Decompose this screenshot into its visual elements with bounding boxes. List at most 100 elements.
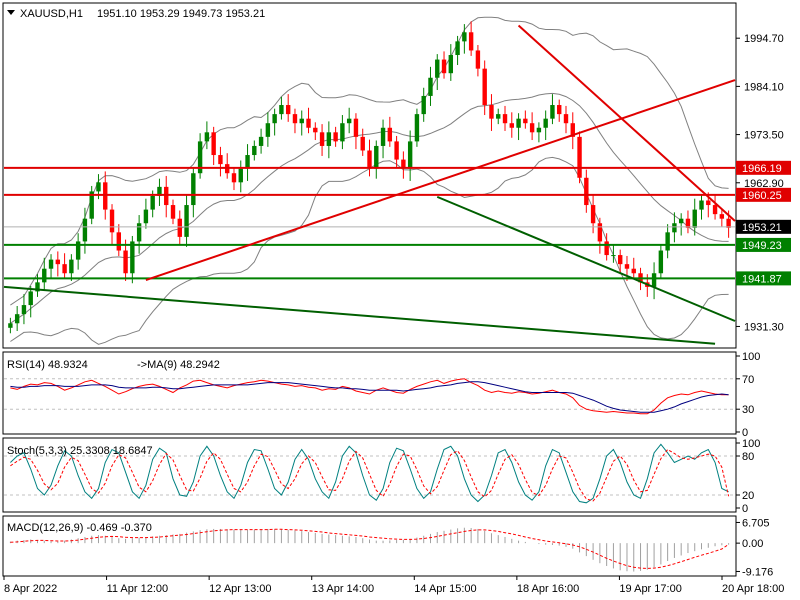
rsi-plot	[4, 378, 735, 415]
price-level-tag-label: 1960.25	[742, 190, 782, 202]
price-axis-tick-label: 1984.10	[744, 81, 784, 93]
candle-bullish	[14, 314, 20, 324]
price-axis: 1994.70 1984.10 1973.50 1962.90 1931.30 1966.…	[736, 33, 791, 333]
candle-bullish	[191, 173, 196, 206]
candle-bullish	[28, 291, 33, 306]
collapse-arrow-icon[interactable]	[7, 10, 15, 15]
current-price-tag-label: 1953.21	[742, 222, 782, 234]
candle-bearish	[360, 136, 365, 151]
candle-bullish	[536, 127, 542, 133]
candle-bearish	[441, 59, 447, 74]
candle-bearish	[62, 264, 67, 274]
candle-bullish	[421, 95, 426, 115]
candle-bearish	[109, 209, 115, 233]
candle-bearish	[584, 177, 589, 206]
candle-bullish	[184, 205, 189, 237]
price-axis-tick-label: 1931.30	[744, 321, 784, 333]
candle-bullish	[265, 123, 271, 137]
candle-bearish	[726, 218, 731, 228]
rsi-axis-tick-label: 30	[742, 404, 754, 416]
trendline-red-rising	[145, 79, 736, 282]
candle-bullish	[428, 77, 433, 96]
candle-bullish	[340, 123, 345, 142]
candle-bearish	[482, 68, 487, 106]
candle-bullish	[678, 218, 684, 224]
candle-bearish	[401, 159, 406, 169]
candle-bullish	[299, 118, 304, 124]
macd-axis-tick-label: -9.176	[742, 566, 773, 578]
candle-bearish	[502, 114, 508, 124]
candle-bullish	[346, 118, 352, 124]
candle-bearish	[468, 32, 474, 51]
stoch-axis-tick-label: 20	[742, 490, 754, 502]
candle-bearish	[211, 132, 216, 156]
price-axis-tick-label: 1994.70	[744, 33, 784, 45]
stoch-plot	[4, 443, 735, 504]
candle-bullish	[89, 191, 94, 219]
candle-bullish	[82, 218, 88, 242]
candle-bearish	[387, 127, 393, 142]
candle-bullish	[374, 145, 379, 169]
price-level-tag	[736, 187, 791, 202]
trendline-red-falling	[517, 24, 736, 222]
candle-bearish	[509, 123, 514, 128]
candle-bullish	[238, 168, 243, 183]
candle-bullish	[407, 141, 413, 169]
candle-bullish	[699, 200, 704, 210]
candle-bullish	[75, 241, 81, 260]
candle-bearish	[55, 259, 61, 265]
candle-bearish	[164, 186, 169, 206]
candle-bearish	[597, 223, 603, 242]
candle-bearish	[489, 105, 494, 119]
candle-bearish	[367, 150, 372, 169]
rsi-axis-tick-label: 70	[742, 374, 754, 386]
candle-bullish	[672, 223, 677, 233]
rsi-rsi-line	[10, 378, 729, 415]
stoch-label: Stoch(5,3,3) 25.3308 18.6847	[7, 445, 153, 457]
price-plot	[3, 16, 736, 345]
candle-bullish	[21, 305, 27, 315]
candle-bullish	[48, 259, 54, 269]
chart-symbol-title: XAUUSD,H1	[20, 8, 83, 20]
candle-bullish	[326, 132, 332, 146]
candle-bearish	[563, 114, 569, 124]
time-axis-tick-label: 14 Apr 15:00	[414, 583, 476, 595]
trendline-green-lower	[3, 285, 716, 345]
rsi-ma-line	[10, 381, 729, 413]
rsi-pane: 100 70 30 0 RSI(14) 48.9324 ->MA(9) 48.2942	[2, 351, 760, 439]
candle-bearish	[231, 173, 237, 183]
candle-bullish	[143, 209, 149, 224]
bollinger-upper-band	[10, 16, 729, 306]
candle-bearish	[712, 205, 718, 215]
candle-bullish	[692, 209, 697, 228]
candle-bearish	[475, 50, 481, 69]
time-axis-tick-label: 20 Apr 18:00	[722, 583, 784, 595]
candle-bullish	[272, 114, 277, 124]
candle-bullish	[252, 145, 257, 156]
candle-bullish	[611, 255, 616, 257]
candle-bearish	[523, 118, 528, 124]
candle-bullish	[651, 273, 657, 287]
stoch-axis-tick-label: 0	[742, 503, 748, 515]
rsi-ma-label: ->MA(9) 48.2942	[137, 359, 220, 371]
rsi-label: RSI(14) 48.9324	[7, 359, 88, 371]
candle-bullish	[42, 268, 47, 283]
candle-bearish	[557, 105, 562, 115]
macd-signal-line	[10, 528, 729, 569]
candle-bearish	[177, 218, 182, 237]
time-axis-tick-label: 12 Apr 13:00	[209, 583, 271, 595]
candle-bearish	[706, 200, 711, 206]
candle-bearish	[631, 268, 636, 274]
candle-bearish	[123, 250, 128, 274]
candle-bearish	[394, 141, 399, 160]
candle-bearish	[218, 155, 223, 165]
candle-bearish	[570, 123, 575, 137]
macd-axis-tick-label: 6.705	[742, 517, 770, 529]
price-level-tag-label: 1966.19	[742, 163, 782, 175]
time-axis-tick-label: 19 Apr 17:00	[619, 583, 681, 595]
candle-bullish	[496, 114, 501, 119]
candle-bearish	[577, 136, 582, 178]
candle-bearish	[103, 182, 108, 210]
